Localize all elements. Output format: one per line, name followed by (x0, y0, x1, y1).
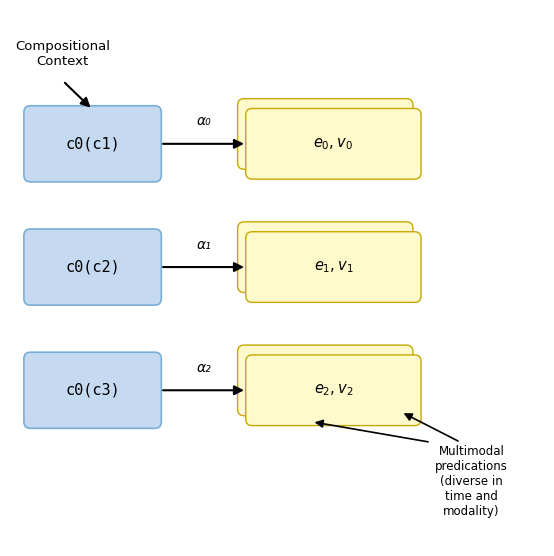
FancyBboxPatch shape (24, 229, 161, 305)
FancyBboxPatch shape (246, 232, 421, 302)
Text: $\mathit{e_0}, \mathit{v_0}$: $\mathit{e_0}, \mathit{v_0}$ (314, 136, 353, 152)
FancyBboxPatch shape (238, 345, 413, 416)
Text: α₁: α₁ (196, 238, 211, 252)
Text: c0(c1): c0(c1) (65, 136, 120, 151)
Text: Compositional
Context: Compositional Context (16, 40, 110, 68)
Text: c0(c2): c0(c2) (65, 260, 120, 275)
Text: c0(c3): c0(c3) (65, 383, 120, 398)
FancyBboxPatch shape (238, 222, 413, 292)
FancyBboxPatch shape (238, 98, 413, 169)
FancyBboxPatch shape (24, 106, 161, 182)
FancyBboxPatch shape (24, 352, 161, 428)
FancyBboxPatch shape (246, 355, 421, 425)
Text: $\mathit{e_2}, \mathit{v_2}$: $\mathit{e_2}, \mathit{v_2}$ (314, 383, 353, 398)
Text: $\mathit{e_1}, \mathit{v_1}$: $\mathit{e_1}, \mathit{v_1}$ (314, 259, 353, 275)
Text: Multimodal
predications
(diverse in
time and
modality): Multimodal predications (diverse in time… (435, 445, 508, 518)
Text: α₀: α₀ (196, 115, 211, 128)
Text: α₂: α₂ (196, 361, 211, 375)
FancyBboxPatch shape (246, 108, 421, 179)
